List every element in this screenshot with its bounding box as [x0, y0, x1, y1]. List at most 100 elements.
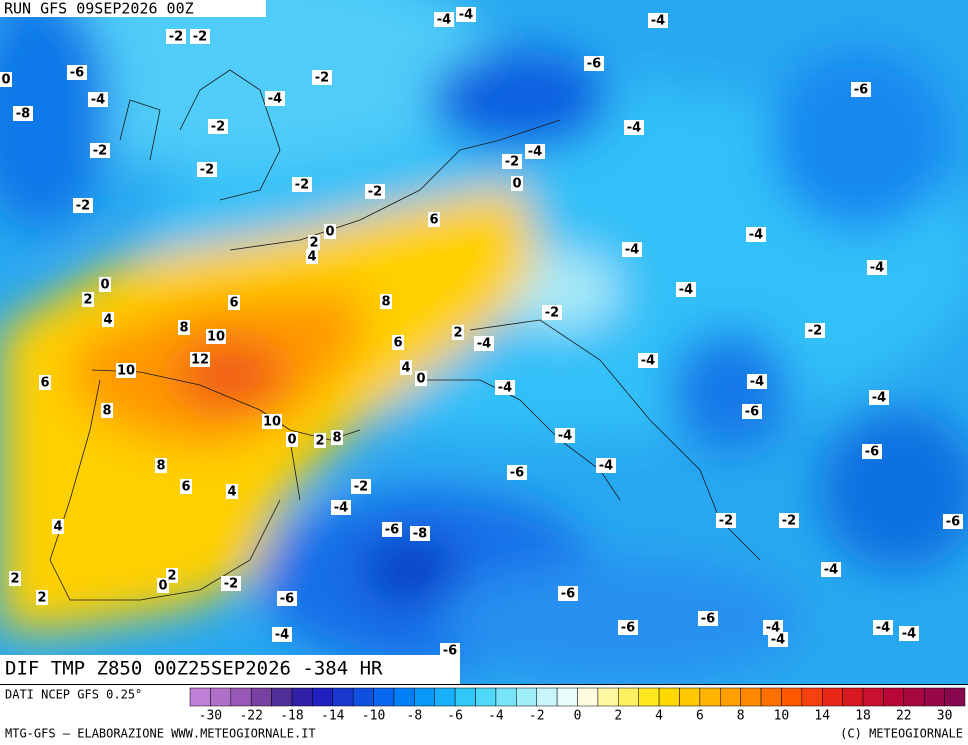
- contour-label-box: [306, 249, 318, 264]
- contour-label-box: [226, 484, 238, 499]
- contour-label-box: [166, 29, 186, 44]
- contour-label: 0: [325, 225, 334, 240]
- contour-label-box: [67, 65, 87, 80]
- contour-label: -2: [169, 30, 183, 45]
- contour-label: -4: [872, 391, 886, 406]
- contour-label: -6: [854, 83, 868, 98]
- contour-label: -6: [745, 405, 759, 420]
- copyright: (C) METEOGIORNALE: [840, 727, 963, 741]
- colorbar-tick-label: 0: [574, 709, 582, 724]
- colorbar-tick-label: -30: [199, 709, 222, 724]
- contour-label: 4: [103, 313, 112, 328]
- contour-label-box: [428, 212, 440, 227]
- contour-label-box: [821, 562, 841, 577]
- contour-label: -4: [558, 429, 572, 444]
- contour-label-box: [36, 590, 48, 605]
- contour-label-box: [899, 626, 919, 641]
- contour-label: 4: [227, 485, 236, 500]
- contour-label-box: [73, 198, 93, 213]
- contour-label: 2: [167, 569, 176, 584]
- contour-label-box: [867, 260, 887, 275]
- contour-label: 4: [401, 361, 410, 376]
- contour-label-box: [558, 586, 578, 601]
- contour-label: -4: [766, 621, 780, 636]
- contour-label-box: [495, 380, 515, 395]
- colorbar-swatch: [434, 687, 456, 707]
- contour-label: -4: [750, 375, 764, 390]
- contour-label: 0: [512, 177, 521, 192]
- map-title: DIF TMP Z850 00Z25SEP2026 -384 HR: [5, 658, 383, 680]
- contour-label: -6: [865, 445, 879, 460]
- colorbar-swatch: [536, 687, 558, 707]
- colorbar-tick-label: 14: [814, 709, 830, 724]
- colorbar-swatch: [373, 687, 395, 707]
- contour-label: -6: [561, 587, 575, 602]
- contour-label: -4: [334, 501, 348, 516]
- contour-label-box: [0, 72, 12, 87]
- colorbar-tick-label: 4: [655, 709, 663, 724]
- colorbar-swatch: [393, 687, 415, 707]
- contour-label-box: [763, 620, 783, 635]
- contour-label-box: [380, 294, 392, 309]
- contour-label-box: [277, 591, 297, 606]
- contour-label-box: [768, 632, 788, 647]
- contour-label: 2: [453, 326, 462, 341]
- contour-label-box: [584, 56, 604, 71]
- contour-label-box: [365, 184, 385, 199]
- contour-label: 0: [1, 73, 10, 88]
- contour-label: -2: [295, 178, 309, 193]
- colorbar-swatch: [414, 687, 435, 707]
- contour-label: -2: [193, 30, 207, 45]
- contour-label-box: [410, 526, 430, 541]
- colorbar-tick-label: 2: [614, 709, 622, 724]
- contour-label: 0: [100, 278, 109, 293]
- contour-label: 6: [429, 213, 438, 228]
- colorbar-tick-label: 6: [696, 709, 704, 724]
- colorbar-tick-label: -14: [321, 709, 345, 724]
- contour-label-box: [382, 522, 402, 537]
- coastlines: [49, 69, 761, 601]
- contour-label-box: [873, 620, 893, 635]
- contour-label-box: [90, 143, 110, 158]
- contour-label-box: [190, 29, 210, 44]
- contour-label-box: [746, 227, 766, 242]
- contour-label-box: [392, 335, 404, 350]
- colorbar-swatch: [658, 687, 680, 707]
- contour-label: 0: [158, 579, 167, 594]
- contour-label: 0: [416, 372, 425, 387]
- contour-label-box: [502, 154, 522, 169]
- contour-label: -4: [599, 459, 613, 474]
- contour-label: 2: [309, 236, 318, 251]
- contour-label: -2: [545, 306, 559, 321]
- contour-label: -4: [268, 92, 282, 107]
- run-box: [0, 0, 266, 17]
- contour-label-box: [228, 295, 240, 310]
- contour-label-box: [180, 479, 192, 494]
- contour-label-box: [400, 360, 412, 375]
- colorbar-tick-label: 18: [855, 709, 871, 724]
- contour-label: 8: [156, 459, 165, 474]
- source: DATI NCEP GFS 0.25°: [5, 688, 142, 702]
- contour-label: 6: [181, 480, 190, 495]
- contour-label: -2: [808, 324, 822, 339]
- contour-label: 0: [287, 433, 296, 448]
- contour-label: -4: [771, 633, 785, 648]
- contour-label-box: [190, 352, 210, 367]
- contour-label: 10: [207, 330, 225, 345]
- colorbar-tick-label: 10: [774, 709, 790, 724]
- colorbar-swatch: [638, 687, 660, 707]
- contour-label: -4: [902, 627, 916, 642]
- colorbar-swatch: [842, 687, 864, 707]
- colorbar-tick-label: 8: [737, 709, 745, 724]
- contour-label: 8: [381, 295, 390, 310]
- colorbar-tick-label: -2: [529, 709, 545, 724]
- colorbar-swatch: [740, 687, 762, 707]
- contour-label: -2: [76, 199, 90, 214]
- contour-label-box: [456, 7, 476, 22]
- colorbar-swatch: [475, 687, 497, 707]
- contour-label: -6: [280, 592, 294, 607]
- contour-label: 10: [117, 364, 135, 379]
- contour-label-box: [292, 177, 312, 192]
- contour-label: 2: [37, 591, 46, 606]
- contour-label: -6: [510, 466, 524, 481]
